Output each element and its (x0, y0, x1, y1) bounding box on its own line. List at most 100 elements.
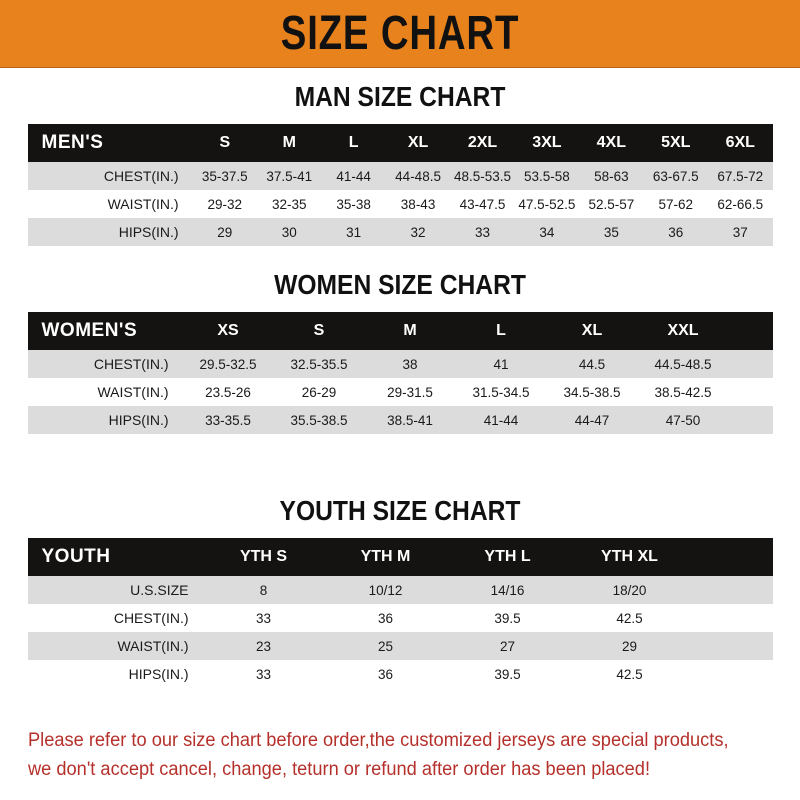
men-header-label: MEN'S (41, 132, 104, 153)
youth-column-header: YTH S (239, 548, 288, 565)
youth-cell: 33 (255, 610, 272, 626)
women-cell: 23.5-26 (205, 384, 251, 400)
women-cell: 29-31.5 (387, 384, 433, 400)
youth-cell-spacer (691, 576, 773, 604)
table-row: U.S.SIZE 8 10/12 14/16 18/20 (27, 576, 773, 604)
women-header-label: WOMEN'S (41, 320, 138, 341)
men-cell: 35-38 (336, 196, 371, 212)
youth-section-title: YOUTH SIZE CHART (279, 495, 521, 526)
men-cell: 44-48.5 (395, 168, 441, 184)
footer-note: Please refer to our size chart before or… (28, 726, 746, 784)
women-cell: 35.5-38.5 (290, 412, 348, 428)
youth-cell-spacer (691, 632, 773, 660)
women-size-table: WOMEN'S XS S M L XL XXL CHEST(IN.) 29.5-32.5 32.5… (27, 312, 773, 434)
men-cell: 47.5-52.5 (518, 196, 576, 212)
men-cell: 48.5-53.5 (453, 168, 512, 184)
youth-size-section: YOUTH SIZE CHART YOUTH YTH S YTH M YTH L YTH… (0, 496, 800, 688)
men-cell: 43-47.5 (459, 196, 506, 212)
footer-note-line-1: Please refer to our size chart before or… (28, 730, 729, 751)
table-row: HIPS(IN.) 29 30 31 32 33 34 35 36 37 (27, 218, 773, 246)
men-column-header: 6XL (725, 134, 755, 151)
men-cell: 36 (668, 224, 684, 240)
men-row-label: HIPS(IN.) (118, 224, 179, 240)
youth-table-wrapper: YOUTH YTH S YTH M YTH L YTH XL U.S.SIZE 8 10/12… (27, 538, 773, 688)
women-cell: 34.5-38.5 (563, 384, 621, 400)
women-cell: 32.5-35.5 (290, 356, 348, 372)
women-section-title: WOMEN SIZE CHART (274, 269, 526, 300)
women-cell: 33-35.5 (205, 412, 251, 428)
youth-cell: 42.5 (616, 666, 643, 682)
men-cell: 41-44 (336, 168, 371, 184)
women-column-header: XS (217, 322, 239, 339)
men-cell: 57-62 (658, 196, 694, 212)
men-size-section: MAN SIZE CHART MEN'S S M L XL 2XL 3XL 4XL 5XL 6XL… (0, 82, 800, 246)
women-table-wrapper: WOMEN'S XS S M L XL XXL CHEST(IN.) 29.5-32.5 32.5… (27, 312, 773, 434)
women-cell: 41-44 (483, 412, 519, 428)
table-row: WAIST(IN.) 23 25 27 29 (27, 632, 773, 660)
youth-cell: 25 (377, 638, 394, 654)
women-cell: 38.5-42.5 (654, 384, 712, 400)
women-row-label: CHEST(IN.) (93, 356, 169, 372)
men-cell: 33 (474, 224, 490, 240)
men-cell: 35-37.5 (201, 168, 248, 184)
men-cell: 52.5-57 (588, 196, 635, 212)
men-cell: 34 (539, 224, 555, 240)
women-cell-spacer (729, 406, 773, 434)
youth-row-label: WAIST(IN.) (117, 638, 189, 654)
youth-size-table: YOUTH YTH S YTH M YTH L YTH XL U.S.SIZE 8 10/12… (27, 538, 773, 688)
men-table-header-row: MEN'S S M L XL 2XL 3XL 4XL 5XL 6XL (27, 124, 773, 162)
women-cell: 38.5-41 (387, 412, 433, 428)
youth-table-header-row: YOUTH YTH S YTH M YTH L YTH XL (27, 538, 773, 576)
men-size-table: MEN'S S M L XL 2XL 3XL 4XL 5XL 6XL CHEST(IN.) 35-37… (27, 124, 773, 246)
women-header-spacer (729, 312, 773, 350)
youth-cell-spacer (691, 660, 773, 688)
youth-cell: 39.5 (494, 610, 521, 626)
men-column-header: XL (407, 134, 429, 151)
youth-cell: 18/20 (612, 582, 647, 598)
youth-row-label: HIPS(IN.) (128, 666, 189, 682)
men-section-title: MAN SIZE CHART (294, 81, 506, 112)
women-cell: 38 (402, 356, 418, 372)
women-column-header: M (403, 322, 417, 339)
men-cell: 63-67.5 (652, 168, 699, 184)
men-column-header: M (282, 134, 296, 151)
youth-header-label: YOUTH (41, 546, 111, 567)
men-cell: 58-63 (594, 168, 629, 184)
women-size-section: WOMEN SIZE CHART WOMEN'S XS S M L XL XXL CHEST(… (0, 270, 800, 434)
table-row: WAIST(IN.) 23.5-26 26-29 29-31.5 31.5-34.5 34… (27, 378, 773, 406)
men-cell: 53.5-58 (524, 168, 570, 184)
men-row-label: WAIST(IN.) (107, 196, 179, 212)
table-row: WAIST(IN.) 29-32 32-35 35-38 38-43 43-47.5 47.… (27, 190, 773, 218)
women-cell: 31.5-34.5 (472, 384, 530, 400)
youth-cell: 8 (259, 582, 268, 598)
women-cell: 44-47 (574, 412, 610, 428)
men-cell: 37.5-41 (266, 168, 313, 184)
youth-column-header: YTH M (360, 548, 411, 565)
men-column-header: L (348, 134, 359, 151)
women-cell: 44.5-48.5 (654, 356, 712, 372)
youth-cell: 14/16 (490, 582, 525, 598)
men-cell: 29 (217, 224, 233, 240)
men-cell: 30 (281, 224, 297, 240)
women-cell: 41 (493, 356, 509, 372)
men-column-header: 3XL (532, 134, 562, 151)
youth-cell: 39.5 (494, 666, 521, 682)
women-column-header: XXL (667, 322, 699, 339)
footer-note-line-2: we don't accept cancel, change, teturn o… (28, 759, 651, 780)
men-cell: 31 (346, 224, 362, 240)
women-cell: 47-50 (665, 412, 701, 428)
men-cell: 35 (603, 224, 619, 240)
women-cell-spacer (729, 378, 773, 406)
youth-header-spacer (691, 538, 773, 576)
table-row: CHEST(IN.) 35-37.5 37.5-41 41-44 44-48.5 48.5… (27, 162, 773, 190)
men-cell: 62-66.5 (717, 196, 764, 212)
men-cell: 37 (732, 224, 748, 240)
women-table-header-row: WOMEN'S XS S M L XL XXL (27, 312, 773, 350)
women-cell-spacer (729, 350, 773, 378)
page-title: SIZE CHART (280, 6, 520, 60)
women-row-label: WAIST(IN.) (97, 384, 169, 400)
men-column-header: 5XL (661, 134, 691, 151)
women-column-header: XL (581, 322, 603, 339)
youth-cell: 36 (377, 666, 394, 682)
